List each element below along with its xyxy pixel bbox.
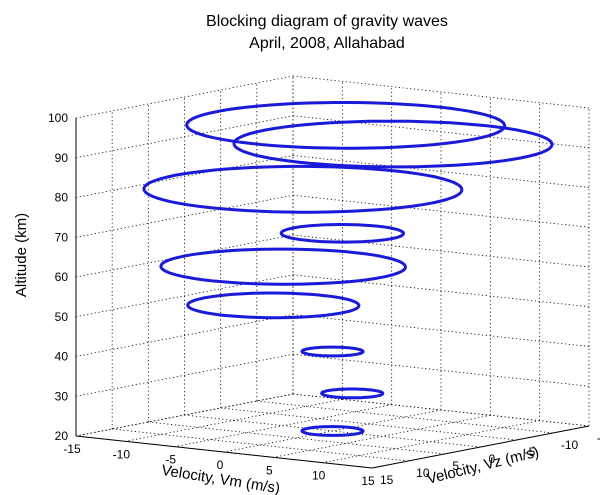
- grid-line: [292, 314, 590, 347]
- grid-line: [292, 353, 590, 387]
- y-tick-label: 15: [380, 473, 394, 487]
- y-tick-label: 10: [416, 466, 430, 480]
- x-tick-label: 10: [312, 469, 326, 483]
- grid-line: [75, 155, 294, 198]
- z-axis-label: Altitude (km): [13, 213, 30, 297]
- y-axis-line: [371, 425, 590, 469]
- grid-line: [220, 407, 517, 441]
- x-tick-label: 15: [361, 474, 375, 488]
- ring-60km: [159, 247, 408, 286]
- ring-80km: [142, 164, 464, 214]
- z-tick-label: 60: [55, 270, 69, 284]
- grid-line: [75, 353, 294, 397]
- x-tick-label: 0: [217, 458, 224, 472]
- grid-line: [75, 274, 294, 318]
- x-tick-label: 5: [266, 463, 273, 477]
- grid-line: [148, 421, 445, 455]
- x-tick-label: -10: [113, 447, 131, 461]
- grid-layer: [75, 75, 590, 469]
- x-axis-line: [75, 435, 373, 469]
- ring-90km: [232, 119, 554, 169]
- grid-line: [75, 314, 294, 357]
- ring-30km: [320, 387, 385, 400]
- z-tick-label: 40: [55, 350, 69, 364]
- grid-line: [292, 75, 590, 109]
- z-tick-label: 90: [55, 151, 69, 165]
- y-tick-label: 5: [452, 459, 459, 473]
- grid-line: [256, 400, 553, 434]
- axes: [75, 118, 590, 469]
- y-axis-label: Velocity, Vz (m/s): [425, 444, 540, 488]
- ring-100km: [185, 101, 507, 150]
- ring-20km: [300, 425, 365, 437]
- y-tick-label: -10: [561, 438, 579, 452]
- y-tick-label: -15: [597, 431, 600, 445]
- ring-70km: [279, 223, 406, 244]
- y-tick-label: 0: [489, 452, 496, 466]
- z-tick-label: 20: [55, 429, 69, 443]
- z-tick-label: 70: [55, 230, 69, 244]
- grid-line: [292, 274, 590, 308]
- grid-line: [75, 75, 294, 119]
- grid-line: [292, 234, 590, 268]
- x-tick-label: -15: [63, 442, 81, 456]
- chart-title: Blocking diagram of gravity waves: [206, 13, 448, 30]
- z-tick-label: 80: [55, 191, 69, 205]
- z-tick-label: 50: [55, 310, 69, 324]
- x-tick-label: -5: [165, 453, 176, 467]
- grid-line: [112, 428, 409, 462]
- data-rings: [142, 101, 554, 437]
- ring-40km: [300, 345, 365, 358]
- chart-subtitle: April, 2008, Allahabad: [249, 35, 405, 52]
- grid-line: [184, 414, 481, 448]
- z-tick-label: 30: [55, 389, 69, 403]
- z-tick-label: 100: [48, 111, 68, 125]
- y-tick-label: -5: [525, 445, 536, 459]
- grid-line: [292, 155, 590, 188]
- ring-50km: [186, 291, 361, 320]
- grid-line: [292, 393, 590, 427]
